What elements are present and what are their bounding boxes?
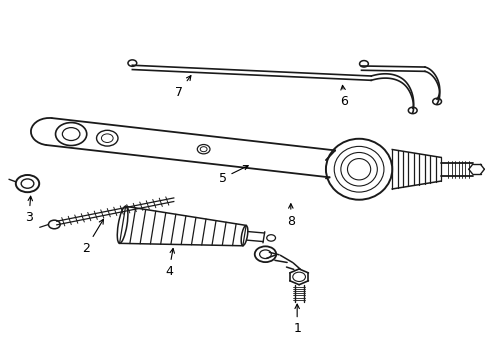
Text: 6: 6 (340, 85, 347, 108)
Text: 4: 4 (164, 248, 174, 278)
Text: 2: 2 (82, 219, 103, 255)
Text: 3: 3 (25, 196, 33, 224)
Text: 5: 5 (218, 166, 248, 185)
Text: 7: 7 (174, 76, 190, 99)
Text: 8: 8 (286, 204, 294, 228)
Text: 1: 1 (293, 304, 301, 335)
